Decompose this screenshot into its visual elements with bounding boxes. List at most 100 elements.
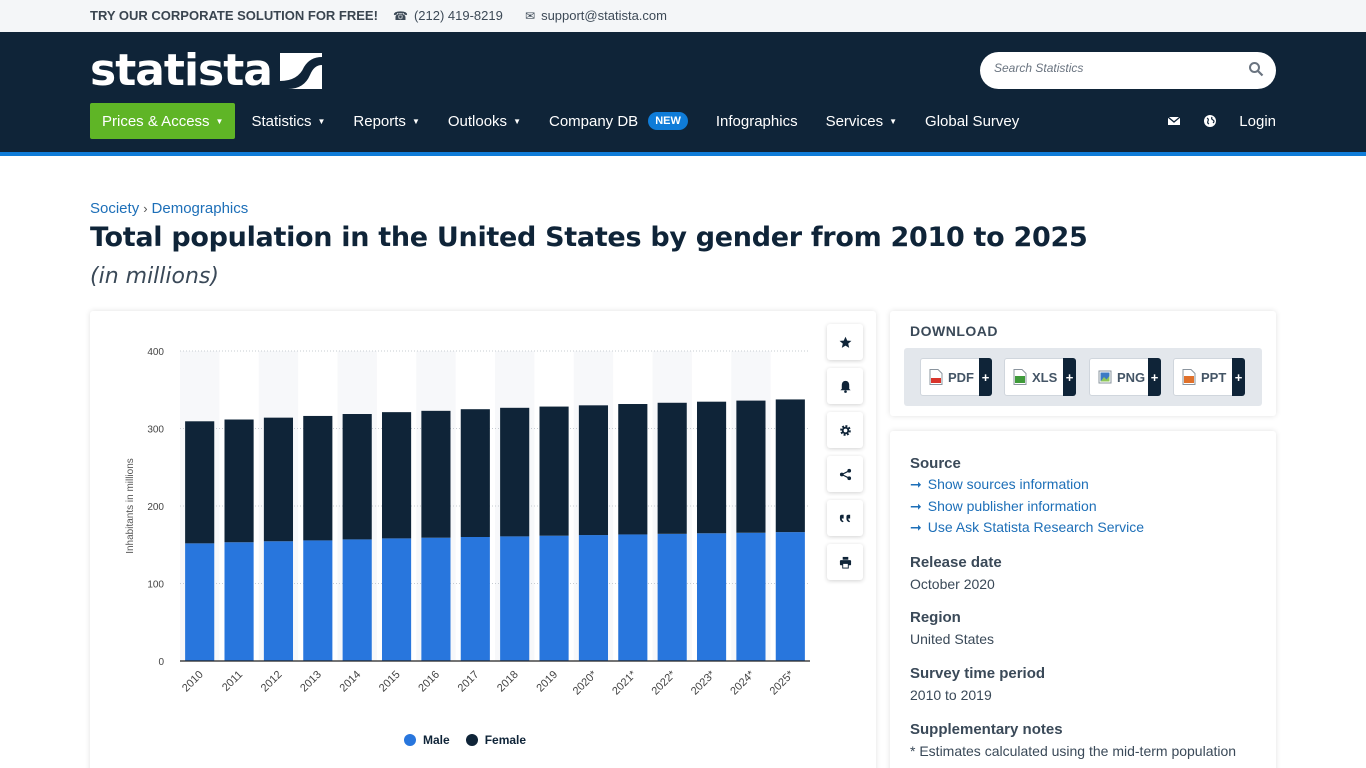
download-pdf-label: PDF <box>948 369 974 385</box>
download-xls-plus[interactable]: + <box>1063 358 1076 396</box>
bar-male-2016 <box>421 537 451 661</box>
bar-female-2015 <box>381 412 412 539</box>
pdf-file-icon <box>929 369 943 385</box>
main-content: Society › Demographics Total population in… <box>0 156 1366 768</box>
x-tick-label: 2015 <box>377 669 403 695</box>
download-png-plus[interactable]: + <box>1148 358 1161 396</box>
download-pdf-button[interactable]: PDF + <box>920 358 992 396</box>
cite-button[interactable] <box>827 500 863 536</box>
bar-female-2020* <box>578 405 609 536</box>
bar-female-2022* <box>657 402 687 534</box>
settings-button[interactable] <box>827 412 863 448</box>
x-tick-label: 2014 <box>338 669 364 695</box>
chart-card: 0 100 200 300 400 Inhabitants in millions 2010… <box>90 311 876 768</box>
bar-female-2023* <box>696 401 727 534</box>
caret-down-icon: ▼ <box>513 116 521 126</box>
nav-prices-access[interactable]: Prices & Access ▼ <box>90 103 236 139</box>
bell-icon <box>839 380 851 393</box>
x-tick-label: 2011 <box>220 669 245 694</box>
bar-female-2014 <box>342 414 372 540</box>
link-label: Show publisher information <box>927 498 1097 514</box>
phone-number: (212) 419-8219 <box>413 8 503 23</box>
nav-infographics[interactable]: Infographics <box>716 113 798 130</box>
globe-icon[interactable] <box>1203 114 1217 128</box>
page-title: Total population in the United States by… <box>90 222 1088 253</box>
bar-male-2023* <box>696 533 727 661</box>
breadcrumb-society[interactable]: Society <box>90 200 140 217</box>
site-header: statista Prices & Access ▼ Statistics ▼ Re… <box>0 32 1366 156</box>
chart-legend: Male Female <box>404 733 542 747</box>
statistic-info-card: Source ➞ Show sources information ➞ Show p… <box>890 431 1276 768</box>
download-card: DOWNLOAD PDF + XLS + PNG + PPT + <box>890 311 1276 416</box>
y-axis-label: Inhabitants in millions <box>125 458 136 554</box>
phone-link[interactable]: ☎ (212) 419-8219 <box>393 8 503 23</box>
bar-male-2019 <box>539 535 569 661</box>
nav-label: Services <box>825 112 884 130</box>
login-link[interactable]: Login <box>1239 112 1276 130</box>
nav-global-survey[interactable]: Global Survey <box>925 113 1019 130</box>
phone-icon: ☎ <box>393 9 408 23</box>
statista-logo[interactable]: statista <box>90 49 322 93</box>
legend-dot-female <box>465 734 478 746</box>
region-value: United States <box>910 631 995 647</box>
legend-item-male[interactable]: Male <box>404 733 450 747</box>
search-input[interactable] <box>994 61 1234 75</box>
email-address: support@statista.com <box>541 8 667 23</box>
search-box <box>980 52 1276 89</box>
download-pdf-plus[interactable]: + <box>979 358 992 396</box>
x-tick-label: 2012 <box>259 669 285 695</box>
y-tick-label: 400 <box>147 347 164 358</box>
bar-male-2017 <box>460 537 490 661</box>
nav-label: Global Survey <box>925 112 1020 130</box>
show-sources-link[interactable]: ➞ Show sources information <box>910 476 1089 493</box>
bar-female-2018 <box>500 407 530 537</box>
ask-statista-link[interactable]: ➞ Use Ask Statista Research Service <box>910 519 1144 536</box>
nav-statistics[interactable]: Statistics ▼ <box>251 113 325 130</box>
caret-down-icon: ▼ <box>215 116 224 126</box>
share-button[interactable] <box>827 456 863 492</box>
caret-down-icon: ▼ <box>317 116 326 126</box>
download-xls-button[interactable]: XLS + <box>1004 358 1076 396</box>
mail-icon[interactable] <box>1167 114 1181 128</box>
arrow-right-icon: ➞ <box>910 519 922 535</box>
chart-tools <box>827 324 863 588</box>
notification-button[interactable] <box>827 368 863 404</box>
nav-reports[interactable]: Reports ▼ <box>353 113 419 130</box>
logo-mark-icon <box>279 53 322 89</box>
email-link[interactable]: ✉ support@statista.com <box>525 8 667 23</box>
bar-male-2022* <box>657 533 687 661</box>
top-strip: TRY OUR CORPORATE SOLUTION FOR FREE! ☎ (2… <box>0 0 1366 32</box>
download-ppt-button[interactable]: PPT + <box>1173 358 1245 396</box>
download-ppt-plus[interactable]: + <box>1232 358 1245 396</box>
nav-services[interactable]: Services ▼ <box>826 113 897 130</box>
bar-female-2024* <box>736 400 766 533</box>
x-tick-label: 2017 <box>456 669 482 695</box>
y-tick-label: 100 <box>147 580 164 591</box>
xls-file-icon <box>1013 369 1027 385</box>
legend-item-female[interactable]: Female <box>465 733 526 747</box>
nav-company-db[interactable]: Company DB NEW <box>549 112 688 130</box>
gear-icon <box>839 424 851 436</box>
show-publisher-link[interactable]: ➞ Show publisher information <box>910 498 1097 515</box>
link-label: Show sources information <box>927 476 1089 492</box>
supplementary-notes-label: Supplementary notes <box>910 721 1063 738</box>
favorite-button[interactable] <box>827 324 863 360</box>
new-badge: NEW <box>648 112 688 130</box>
breadcrumb-separator: › <box>143 201 148 216</box>
print-button[interactable] <box>827 544 863 580</box>
bar-male-2024* <box>736 532 766 661</box>
x-tick-label: 2010 <box>180 669 206 695</box>
caret-down-icon: ▼ <box>411 116 420 126</box>
bar-male-2018 <box>500 536 530 661</box>
breadcrumb-demographics[interactable]: Demographics <box>151 200 249 217</box>
download-title: DOWNLOAD <box>910 323 998 339</box>
x-tick-label: 2023* <box>689 668 718 697</box>
nav-outlooks[interactable]: Outlooks ▼ <box>448 113 521 130</box>
bar-female-2013 <box>303 415 333 541</box>
corporate-promo-link[interactable]: TRY OUR CORPORATE SOLUTION FOR FREE! <box>90 8 378 23</box>
download-png-button[interactable]: PNG + <box>1089 358 1161 396</box>
bar-male-2020* <box>578 535 609 661</box>
main-nav: Prices & Access ▼ Statistics ▼ Reports ▼ Ou… <box>90 103 1047 139</box>
x-tick-label: 2025* <box>768 668 797 697</box>
search-icon[interactable] <box>1248 61 1264 77</box>
